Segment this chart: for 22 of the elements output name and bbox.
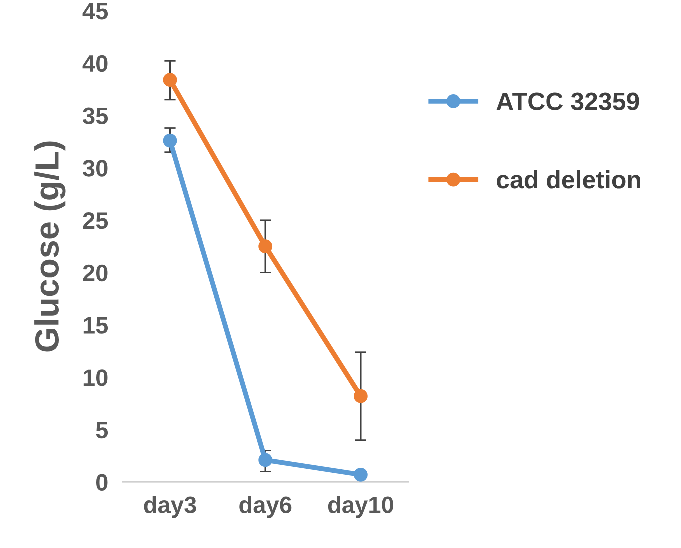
legend-label: ATCC 32359 xyxy=(496,92,640,111)
x-tick-label: day10 xyxy=(328,496,394,518)
y-axis-title: Glucose (g/L) xyxy=(34,142,66,352)
y-tick-label: 30 xyxy=(82,160,108,177)
y-tick-label: 20 xyxy=(83,264,108,282)
point xyxy=(163,73,178,88)
y-tick-label: 5 xyxy=(96,422,108,439)
x-tick-label: day6 xyxy=(240,496,292,518)
point xyxy=(258,453,273,468)
legend-label: cad deletion xyxy=(497,170,640,189)
point xyxy=(354,389,368,404)
y-tick-label: 25 xyxy=(83,212,108,230)
point xyxy=(258,240,273,254)
y-tick-label: 35 xyxy=(82,108,108,125)
x-tick-label: day3 xyxy=(144,496,196,518)
y-tick-label: 15 xyxy=(84,317,108,334)
y-tick-label: 40 xyxy=(82,55,108,72)
point xyxy=(163,134,178,148)
y-tick-label: 0 xyxy=(96,474,108,492)
point xyxy=(354,468,368,482)
y-tick-label: 45 xyxy=(82,3,108,20)
y-tick-label: 10 xyxy=(84,370,108,386)
